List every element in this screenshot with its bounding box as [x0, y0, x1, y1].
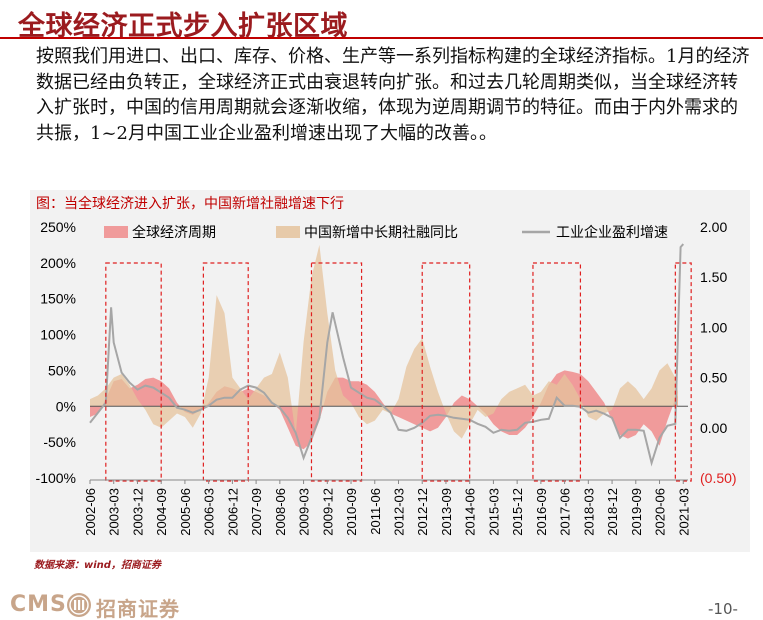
x-tick-label: 2008-06: [273, 488, 288, 536]
footer-brand-chinese: 招商证券: [96, 597, 180, 620]
x-tick-label: 2003-03: [107, 488, 122, 536]
chart-panel: [30, 190, 750, 552]
x-tick-label: 2010-09: [344, 488, 359, 536]
chart-title: 图：当全球经济进入扩张，中国新增社融增速下行: [36, 196, 344, 212]
y-right-tick-label: 2.00: [700, 219, 727, 235]
y-right-tick-label: 1.00: [700, 319, 727, 335]
y-left-tick-label: 100%: [40, 327, 76, 343]
y-left-tick-label: -50%: [43, 434, 76, 450]
x-tick-label: 2018-03: [581, 488, 596, 536]
x-tick-label: 2004-09: [154, 488, 169, 536]
x-tick-label: 2014-06: [463, 488, 478, 536]
y-left-tick-label: -100%: [36, 470, 76, 486]
x-tick-label: 2002-06: [83, 488, 98, 536]
x-tick-label: 2021-03: [676, 488, 691, 536]
x-tick-label: 2012-03: [392, 488, 407, 536]
title-divider: [0, 37, 763, 39]
page-title: 全球经济正式步入扩张区域: [18, 11, 348, 42]
y-right-tick-label: 0.00: [700, 420, 727, 436]
x-tick-label: 2013-09: [439, 488, 454, 536]
x-tick-label: 2003-12: [131, 488, 146, 536]
x-tick-label: 2016-09: [534, 488, 549, 536]
highlight-box-2: [202, 262, 249, 482]
y-left-tick-label: 50%: [48, 362, 76, 378]
brand-logo-icon: [67, 593, 91, 617]
highlight-box-1: [105, 262, 162, 482]
x-tick-label: 2005-06: [178, 488, 193, 536]
y-right-tick-label: 0.50: [700, 370, 727, 386]
y-right-tick-label: 1.50: [700, 269, 727, 285]
legend-global-cycle-label: 全球经济周期: [132, 224, 216, 241]
footer-brand-latin: CMS: [10, 592, 67, 617]
legend-social-financing-label: 中国新增中长期社融同比: [304, 225, 458, 241]
highlight-box-5: [532, 262, 582, 482]
x-tick-label: 2011-06: [368, 488, 383, 535]
y-right-tick-label: (0.50): [700, 470, 737, 486]
source-note: 数据来源：wind，招商证券: [34, 560, 161, 571]
y-left-tick-label: 0%: [56, 398, 76, 414]
series-social-financing-area: [90, 244, 678, 439]
x-tick-label: 2017-06: [558, 488, 573, 536]
legend-profit-label: 工业企业盈利增速: [556, 224, 668, 241]
x-tick-label: 2015-03: [486, 488, 501, 536]
x-tick-label: 2019-09: [629, 488, 644, 536]
body-paragraph: 按照我们用进口、出口、库存、价格、生产等一系列指标构建的全球经济指标。1月的经济…: [36, 46, 750, 144]
x-tick-label: 2018-12: [605, 488, 620, 536]
page-number: -10-: [708, 600, 738, 618]
x-tick-label: 2006-03: [202, 488, 217, 536]
x-tick-label: 2012-12: [415, 488, 430, 536]
series-profit-line: [89, 243, 685, 467]
x-tick-label: 2006-12: [225, 488, 240, 536]
x-tick-label: 2009-12: [320, 488, 335, 536]
y-left-tick-label: 250%: [40, 219, 76, 235]
y-left-tick-label: 200%: [40, 255, 76, 271]
x-tick-label: 2007-09: [249, 488, 264, 536]
highlight-box-3: [310, 262, 363, 482]
x-tick-label: 2009-03: [297, 488, 312, 536]
y-left-tick-label: 150%: [40, 291, 76, 307]
legend-global-cycle-swatch: [104, 226, 128, 238]
x-tick-label: 2015-12: [510, 488, 525, 536]
x-tick-label: 2020-06: [653, 488, 668, 536]
legend-social-financing-swatch: [276, 226, 300, 238]
